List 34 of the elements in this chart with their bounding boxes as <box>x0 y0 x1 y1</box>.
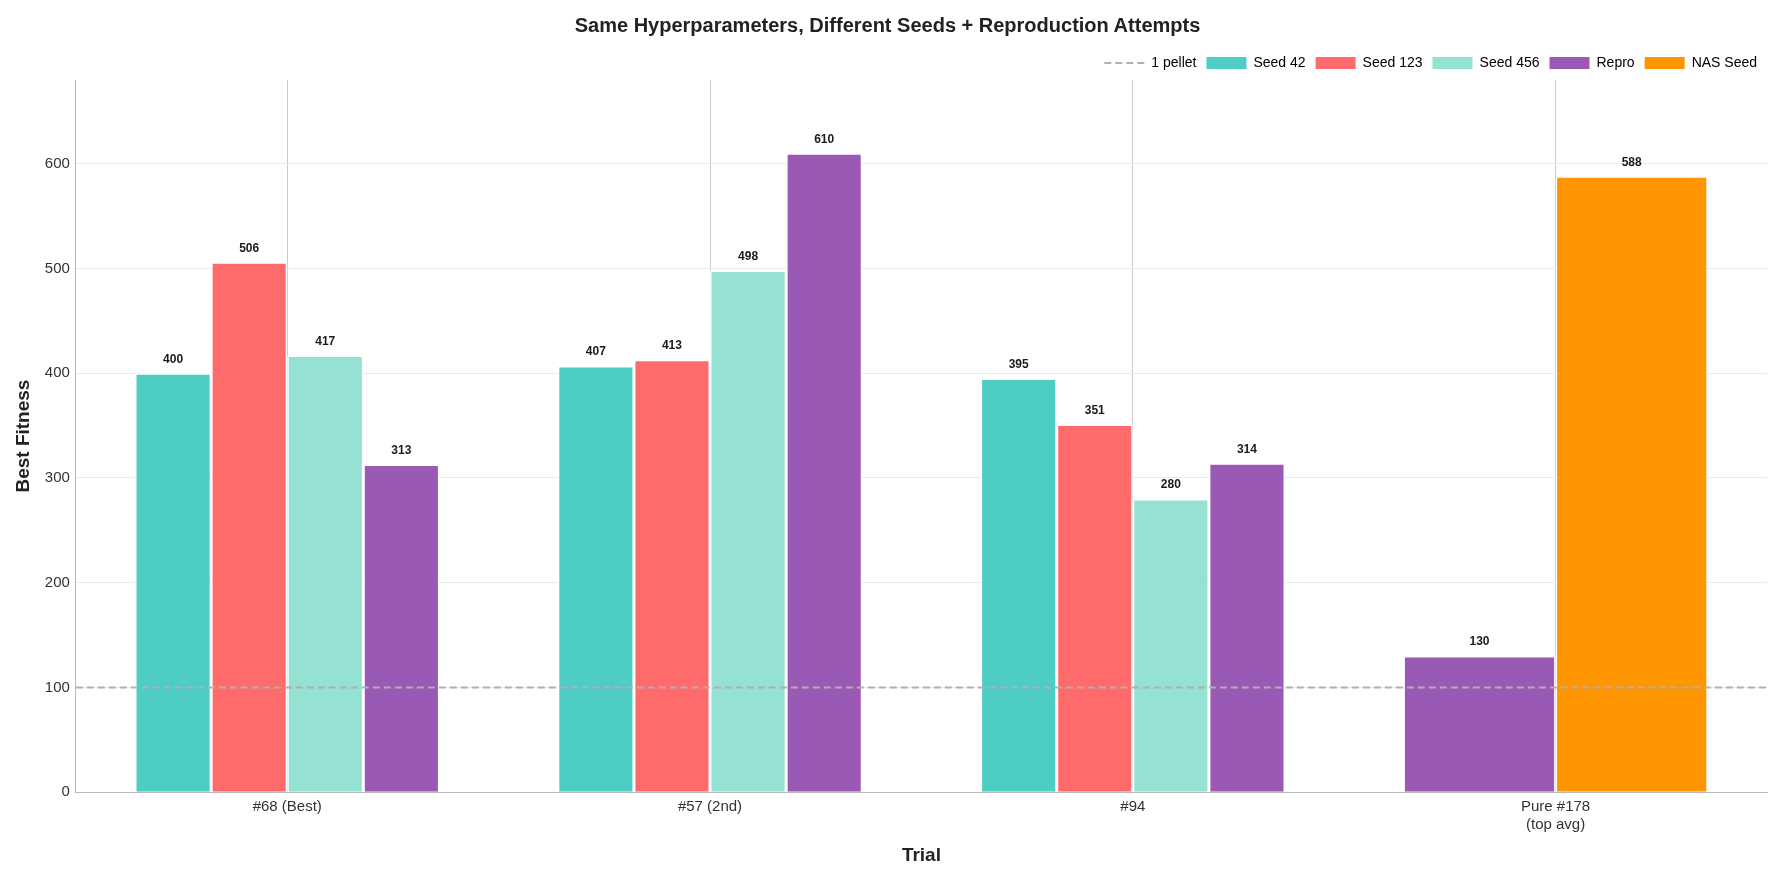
chart-title: Same Hyperparameters, Different Seeds + Reproduction Attempts <box>574 13 1201 36</box>
data-label: 498 <box>738 248 759 263</box>
data-label: 313 <box>391 442 412 457</box>
y-tick-label: 500 <box>44 258 70 276</box>
y-tick-label: 100 <box>44 677 70 695</box>
data-label: 280 <box>1160 477 1182 492</box>
data-label: 351 <box>1084 402 1106 417</box>
data-label: 610 <box>814 131 835 146</box>
legend-label: 1 pellet <box>1151 53 1197 70</box>
y-axis-title: Best Fitness <box>11 379 33 493</box>
data-label: 506 <box>239 240 260 255</box>
y-tick-label: 200 <box>44 572 70 590</box>
x-tick-label: #94 <box>1120 797 1146 815</box>
data-label: 395 <box>1008 356 1029 371</box>
data-label: 314 <box>1236 441 1258 456</box>
y-tick-label: 600 <box>44 153 70 171</box>
y-tick-label: 400 <box>44 363 70 381</box>
legend-label: NAS Seed <box>1691 53 1757 70</box>
x-tick-label: #68 (Best) <box>252 797 322 815</box>
data-label: 407 <box>585 344 607 359</box>
y-tick-label: 0 <box>61 782 70 800</box>
legend-label: Seed 456 <box>1479 53 1540 70</box>
legend-label: Seed 42 <box>1253 53 1306 70</box>
legend-label: Seed 123 <box>1362 53 1423 70</box>
data-label: 400 <box>163 351 184 366</box>
y-tick-label: 300 <box>44 468 70 486</box>
x-tick-label: Pure #178 (top avg) <box>1520 797 1591 833</box>
x-axis-title: Trial <box>901 843 941 865</box>
legend-label: Repro <box>1596 53 1635 70</box>
data-label: 130 <box>1469 634 1490 649</box>
x-tick-label: #57 (2nd) <box>677 797 743 815</box>
data-label: 413 <box>661 337 683 352</box>
data-label: 417 <box>315 333 336 348</box>
data-label: 588 <box>1621 154 1643 169</box>
